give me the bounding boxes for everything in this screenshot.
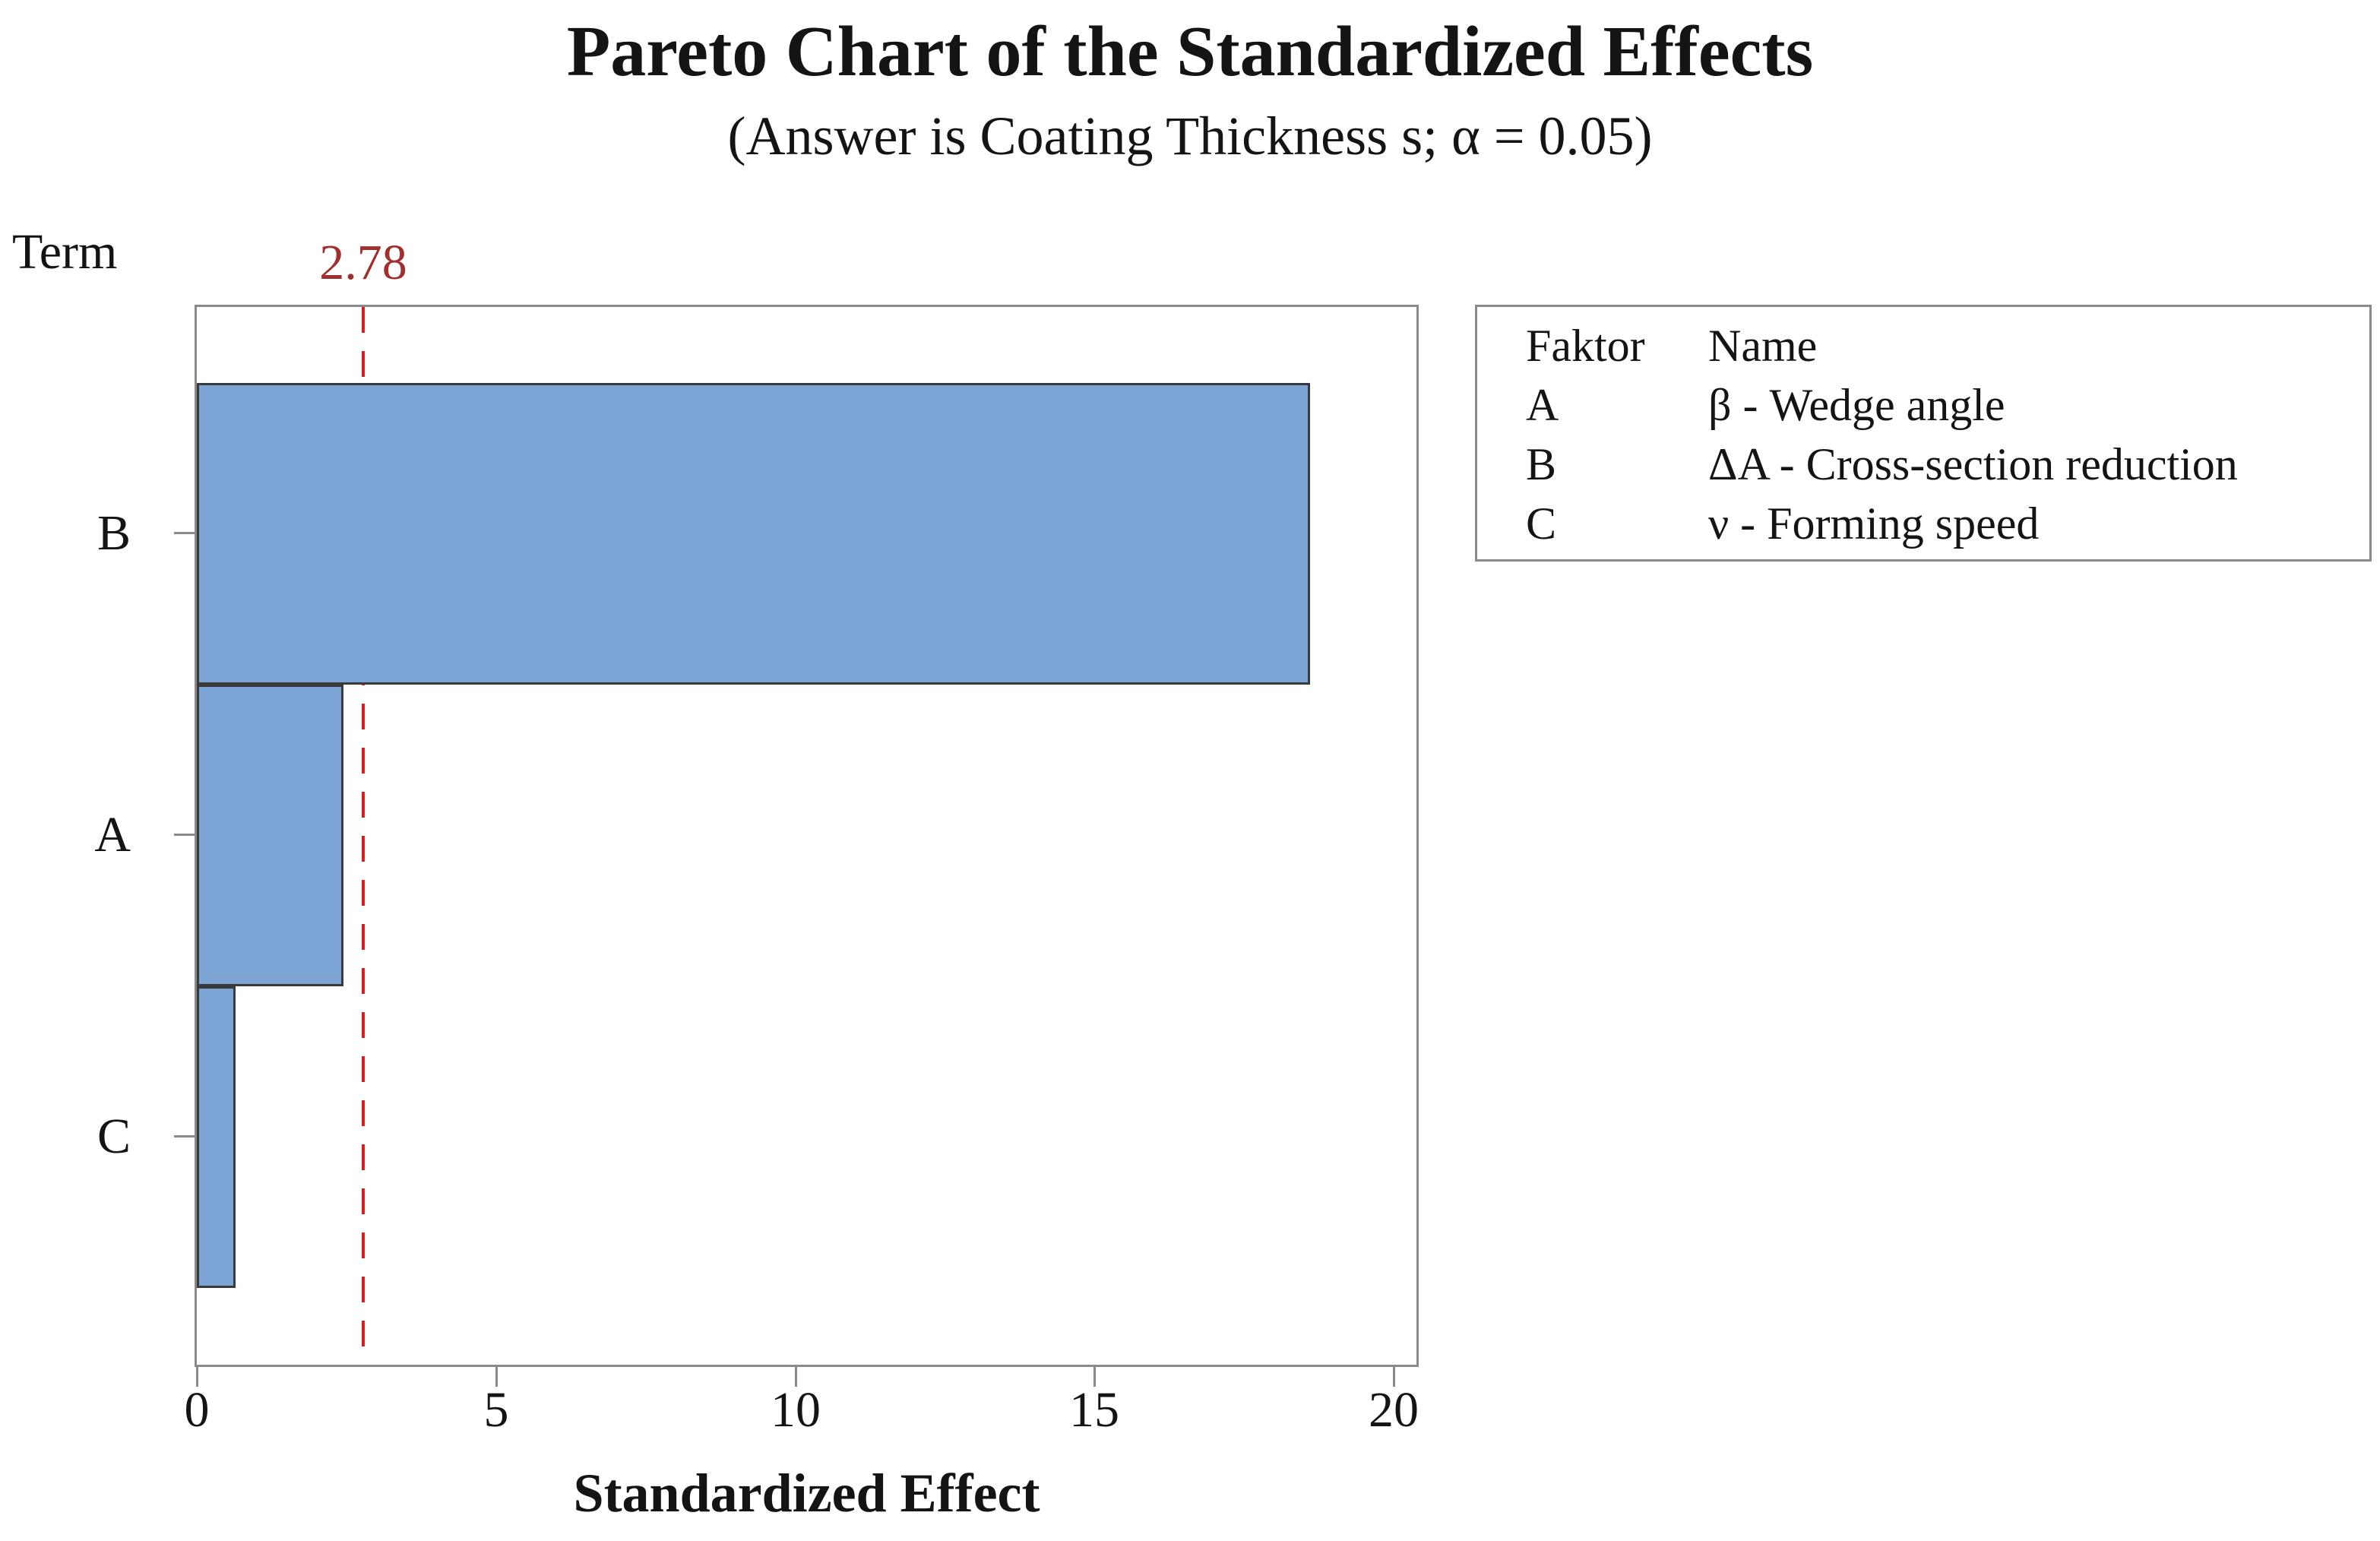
bar-B xyxy=(197,383,1310,685)
x-tick-label-10: 10 xyxy=(771,1382,821,1438)
plot-area xyxy=(195,305,1419,1367)
bar-A xyxy=(197,685,343,986)
legend-factor-name: β - Wedge angle xyxy=(1708,380,2005,430)
x-tick-10 xyxy=(795,1367,797,1387)
y-tick-C xyxy=(174,1135,195,1138)
y-axis-title: Term xyxy=(12,224,118,280)
y-tick-label-C: C xyxy=(97,1109,131,1164)
legend-header-name: Name xyxy=(1708,321,1818,371)
reference-line xyxy=(362,307,365,1365)
legend-factor-letter: B xyxy=(1526,439,1557,489)
x-tick-0 xyxy=(196,1367,198,1387)
x-tick-20 xyxy=(1393,1367,1395,1387)
legend-factor-letter: C xyxy=(1526,498,1557,549)
legend-factor-name: ΔA - Cross-section reduction xyxy=(1708,439,2238,489)
x-tick-5 xyxy=(495,1367,498,1387)
x-axis-title: Standardized Effect xyxy=(573,1463,1040,1524)
legend-row: B ΔA - Cross-section reduction xyxy=(1477,435,2369,494)
y-tick-label-A: A xyxy=(94,807,131,862)
chart-title: Pareto Chart of the Standardized Effects xyxy=(566,12,1814,91)
legend-factor-letter: A xyxy=(1526,380,1559,430)
x-tick-label-20: 20 xyxy=(1369,1382,1419,1438)
x-tick-label-0: 0 xyxy=(184,1382,210,1438)
legend-factor-name: ν - Forming speed xyxy=(1708,498,2040,549)
bar-C xyxy=(197,986,236,1288)
x-tick-label-5: 5 xyxy=(483,1382,509,1438)
y-tick-A xyxy=(174,834,195,836)
legend-row: Faktor Name xyxy=(1477,316,2369,375)
y-tick-label-B: B xyxy=(97,505,131,561)
legend-header-faktor: Faktor xyxy=(1526,321,1645,371)
x-tick-label-15: 15 xyxy=(1069,1382,1119,1438)
x-tick-15 xyxy=(1093,1367,1096,1387)
reference-line-label: 2.78 xyxy=(319,235,407,290)
chart-subtitle: (Answer is Coating Thickness s; α = 0.05… xyxy=(727,106,1653,166)
y-tick-B xyxy=(174,532,195,534)
